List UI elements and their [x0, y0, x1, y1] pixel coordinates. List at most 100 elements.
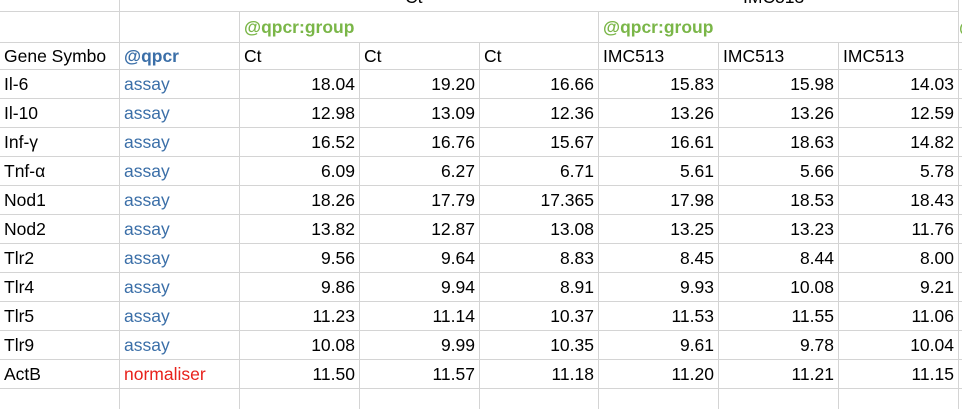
column-header[interactable]: Ct	[360, 43, 480, 70]
cell[interactable]	[120, 12, 240, 43]
value-cell[interactable]: 5.78	[839, 157, 959, 186]
cell[interactable]	[480, 389, 599, 409]
cell[interactable]	[719, 389, 839, 409]
type-cell[interactable]: assay	[120, 331, 240, 360]
edge-cell[interactable]	[959, 215, 962, 244]
value-cell[interactable]: 13.08	[480, 215, 599, 244]
value-cell[interactable]: 16.76	[360, 128, 480, 157]
gene-symbol-header[interactable]: Gene Symbo	[0, 43, 120, 70]
gene-cell[interactable]: Tnf-α	[0, 157, 120, 186]
cell[interactable]	[599, 389, 719, 409]
type-cell[interactable]: assay	[120, 128, 240, 157]
edge-cell[interactable]	[959, 99, 962, 128]
edge-cell[interactable]	[959, 273, 962, 302]
edge-cell[interactable]	[959, 302, 962, 331]
value-cell[interactable]: 8.83	[480, 244, 599, 273]
type-cell[interactable]: assay	[120, 186, 240, 215]
value-cell[interactable]: 17.98	[599, 186, 719, 215]
value-cell[interactable]: 18.53	[719, 186, 839, 215]
value-cell[interactable]: 12.87	[360, 215, 480, 244]
value-cell[interactable]: 5.61	[599, 157, 719, 186]
value-cell[interactable]: 18.26	[240, 186, 360, 215]
type-cell[interactable]: assay	[120, 302, 240, 331]
cell[interactable]	[839, 389, 959, 409]
value-cell[interactable]: 12.36	[480, 99, 599, 128]
value-cell[interactable]: 9.94	[360, 273, 480, 302]
value-cell[interactable]: 9.78	[719, 331, 839, 360]
value-cell[interactable]: 13.09	[360, 99, 480, 128]
value-cell[interactable]: 15.83	[599, 70, 719, 99]
gene-cell[interactable]: Tlr2	[0, 244, 120, 273]
value-cell[interactable]: 9.64	[360, 244, 480, 273]
cell[interactable]	[240, 389, 360, 409]
column-header[interactable]: IMC513	[599, 43, 719, 70]
value-cell[interactable]: 18.43	[839, 186, 959, 215]
value-cell[interactable]: 16.61	[599, 128, 719, 157]
value-cell[interactable]: 11.55	[719, 302, 839, 331]
value-cell[interactable]: 11.76	[839, 215, 959, 244]
value-cell[interactable]: 8.00	[839, 244, 959, 273]
gene-cell[interactable]: Tlr9	[0, 331, 120, 360]
value-cell[interactable]: 9.99	[360, 331, 480, 360]
column-header[interactable]: IMC513	[839, 43, 959, 70]
qpcr-header[interactable]: @qpcr	[120, 43, 240, 70]
edge-cell[interactable]	[959, 186, 962, 215]
value-cell[interactable]: 10.08	[719, 273, 839, 302]
value-cell[interactable]: 11.50	[240, 360, 360, 389]
type-cell[interactable]: assay	[120, 157, 240, 186]
edge-cell[interactable]	[959, 244, 962, 273]
value-cell[interactable]: 16.66	[480, 70, 599, 99]
value-cell[interactable]: 10.37	[480, 302, 599, 331]
type-cell[interactable]: assay	[120, 244, 240, 273]
edge-cell[interactable]: @	[959, 12, 962, 43]
value-cell[interactable]: 6.09	[240, 157, 360, 186]
value-cell[interactable]: 11.23	[240, 302, 360, 331]
edge-cell[interactable]	[959, 157, 962, 186]
value-cell[interactable]: 14.03	[839, 70, 959, 99]
cell[interactable]	[480, 12, 599, 43]
gene-cell[interactable]: Tlr4	[0, 273, 120, 302]
gene-cell[interactable]: Il-10	[0, 99, 120, 128]
value-cell[interactable]: 6.27	[360, 157, 480, 186]
value-cell[interactable]: 18.04	[240, 70, 360, 99]
cell[interactable]	[360, 0, 480, 12]
value-cell[interactable]: 10.04	[839, 331, 959, 360]
cell[interactable]	[0, 0, 120, 12]
value-cell[interactable]: 9.21	[839, 273, 959, 302]
cell[interactable]	[240, 0, 360, 12]
imc-group-label[interactable]: @qpcr:group	[599, 12, 719, 43]
value-cell[interactable]: 12.59	[839, 99, 959, 128]
edge-cell[interactable]	[959, 70, 962, 99]
value-cell[interactable]: 17.365	[480, 186, 599, 215]
value-cell[interactable]: 15.67	[480, 128, 599, 157]
value-cell[interactable]: 8.91	[480, 273, 599, 302]
cell[interactable]	[360, 12, 480, 43]
edge-cell[interactable]	[959, 360, 962, 389]
value-cell[interactable]: 9.61	[599, 331, 719, 360]
value-cell[interactable]: 18.63	[719, 128, 839, 157]
value-cell[interactable]: 11.21	[719, 360, 839, 389]
value-cell[interactable]: 11.20	[599, 360, 719, 389]
cell[interactable]	[839, 12, 959, 43]
value-cell[interactable]: 8.44	[719, 244, 839, 273]
column-header[interactable]: Ct	[240, 43, 360, 70]
value-cell[interactable]: 11.18	[480, 360, 599, 389]
value-cell[interactable]: 10.08	[240, 331, 360, 360]
gene-cell[interactable]: Inf-γ	[0, 128, 120, 157]
edge-cell[interactable]	[959, 331, 962, 360]
gene-cell[interactable]: ActB	[0, 360, 120, 389]
value-cell[interactable]: 11.53	[599, 302, 719, 331]
value-cell[interactable]: 16.52	[240, 128, 360, 157]
value-cell[interactable]: 6.71	[480, 157, 599, 186]
cell[interactable]	[360, 389, 480, 409]
type-cell[interactable]: normaliser	[120, 360, 240, 389]
value-cell[interactable]: 11.15	[839, 360, 959, 389]
value-cell[interactable]: 5.66	[719, 157, 839, 186]
value-cell[interactable]: 9.93	[599, 273, 719, 302]
type-cell[interactable]: assay	[120, 70, 240, 99]
column-header[interactable]: IMC513	[719, 43, 839, 70]
cell[interactable]	[0, 389, 120, 409]
value-cell[interactable]: 11.57	[360, 360, 480, 389]
value-cell[interactable]: 9.56	[240, 244, 360, 273]
type-cell[interactable]: assay	[120, 273, 240, 302]
